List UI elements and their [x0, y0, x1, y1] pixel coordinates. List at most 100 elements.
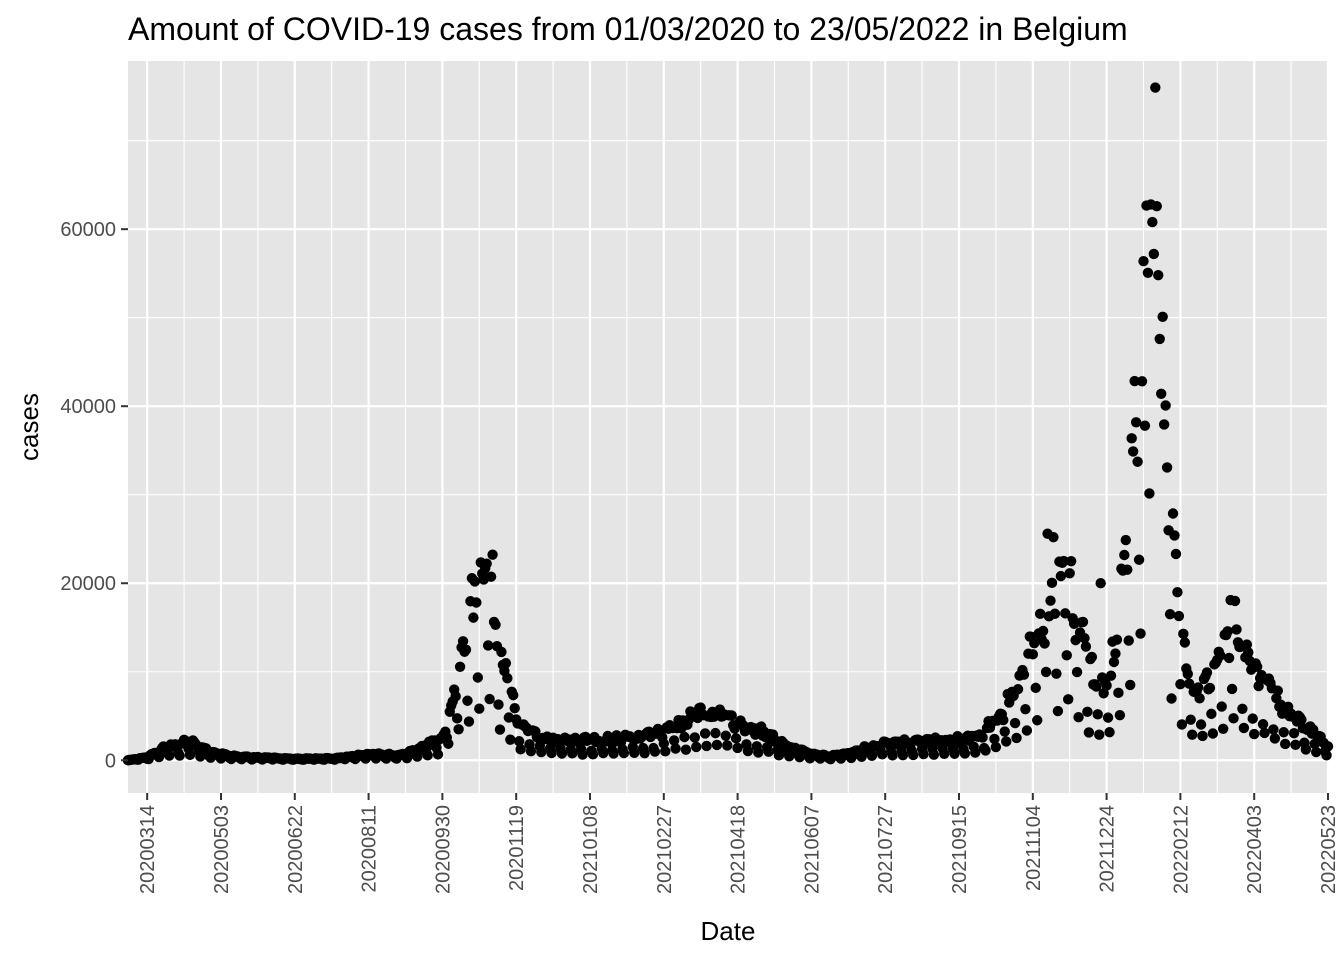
data-point: [949, 748, 960, 759]
data-point: [453, 724, 464, 735]
data-point: [680, 744, 692, 755]
data-point: [1114, 709, 1126, 721]
data-point: [639, 747, 650, 759]
x-tick-label: 20210607: [801, 805, 823, 894]
data-point: [1095, 578, 1106, 589]
data-point: [502, 672, 513, 684]
data-point: [1164, 609, 1176, 620]
data-point: [500, 657, 512, 669]
data-point: [1153, 270, 1164, 281]
data-point: [484, 693, 495, 705]
data-point: [1247, 713, 1258, 724]
data-point: [1278, 727, 1289, 738]
data-point: [1133, 554, 1145, 565]
data-point: [515, 744, 526, 755]
data-point: [1185, 714, 1196, 725]
x-tick-label: 20210727: [875, 805, 897, 894]
data-point: [866, 750, 878, 761]
data-point: [457, 636, 469, 647]
data-point: [1045, 595, 1056, 606]
data-point: [1083, 727, 1095, 738]
data-point: [536, 746, 547, 758]
data-point: [1215, 650, 1226, 661]
data-point: [454, 661, 466, 672]
data-point: [462, 695, 473, 706]
data-point: [1138, 256, 1149, 267]
data-point: [1009, 717, 1021, 729]
data-point: [1148, 248, 1160, 260]
data-point: [658, 738, 669, 749]
data-point: [432, 749, 444, 760]
data-point: [468, 612, 479, 623]
x-tick-label: 20211104: [1023, 805, 1045, 891]
data-point: [481, 558, 492, 569]
data-point: [1201, 667, 1213, 678]
data-point: [1127, 446, 1139, 457]
data-point: [699, 728, 711, 739]
data-point: [989, 733, 1000, 745]
data-point: [1170, 548, 1182, 560]
data-point: [1132, 456, 1143, 467]
data-point: [1125, 679, 1136, 691]
data-point: [753, 747, 764, 758]
x-tick-label: 20211224: [1097, 805, 1119, 893]
data-point: [1226, 683, 1238, 695]
data-point: [732, 742, 743, 754]
data-point: [487, 549, 498, 560]
y-axis: 0 20000 40000 60000: [60, 219, 128, 772]
data-point: [1104, 726, 1115, 738]
data-point: [1179, 637, 1191, 648]
data-point: [998, 714, 1009, 726]
data-point: [1052, 705, 1064, 717]
data-point: [546, 747, 557, 759]
data-point: [1160, 400, 1171, 411]
data-point: [1237, 703, 1248, 714]
data-point: [1061, 650, 1072, 661]
data-point: [711, 739, 723, 751]
data-point: [722, 740, 733, 751]
data-point: [509, 702, 520, 714]
x-tick-label: 20210418: [728, 805, 750, 894]
data-point: [1223, 652, 1235, 664]
data-point: [1178, 628, 1189, 640]
data-point: [773, 750, 785, 761]
data-point: [1288, 728, 1300, 739]
y-tick-label: 20000: [60, 573, 116, 595]
data-point: [999, 726, 1010, 737]
data-point: [1027, 649, 1039, 660]
data-point: [469, 576, 481, 587]
x-tick-label: 20210227: [654, 805, 676, 894]
data-point: [1011, 732, 1022, 744]
data-point: [1192, 682, 1204, 693]
data-point: [1228, 713, 1239, 724]
data-point: [928, 749, 940, 760]
data-point: [1122, 564, 1133, 575]
data-point: [1204, 682, 1216, 694]
data-point: [496, 646, 507, 658]
data-point: [1151, 200, 1162, 212]
data-point: [525, 745, 537, 757]
data-point: [1184, 678, 1195, 689]
data-point: [1086, 651, 1098, 663]
data-point: [1144, 488, 1155, 499]
data-point: [412, 751, 423, 762]
data-point: [1187, 729, 1198, 740]
data-point: [1150, 82, 1161, 93]
data-point: [1102, 712, 1114, 723]
data-point: [1322, 741, 1334, 752]
data-point: [1101, 680, 1112, 691]
data-point: [1113, 687, 1124, 699]
data-point: [1222, 626, 1233, 637]
data-point: [877, 749, 888, 760]
data-point: [1207, 728, 1219, 739]
data-point: [1218, 723, 1229, 735]
data-point: [463, 716, 475, 727]
data-point: [701, 740, 712, 752]
data-point: [1195, 719, 1207, 730]
data-point: [1156, 388, 1167, 400]
data-point: [691, 741, 702, 753]
data-point: [990, 741, 1002, 753]
data-point: [472, 672, 484, 683]
data-point: [1142, 267, 1154, 278]
data-point: [1082, 706, 1093, 717]
